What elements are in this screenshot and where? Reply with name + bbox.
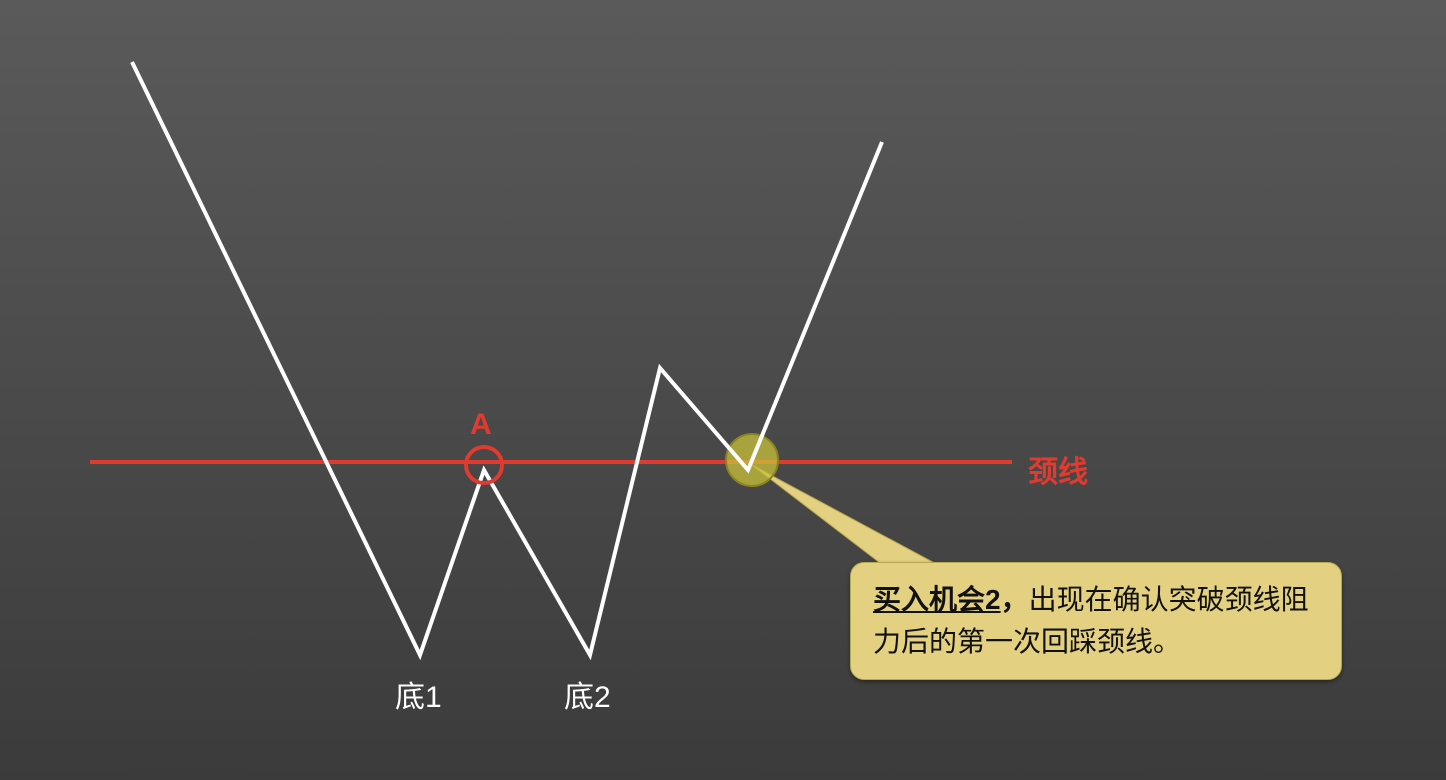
callout-title: 买入机会2: [873, 584, 1001, 615]
point-a-label: A: [470, 408, 492, 442]
buy-opportunity-callout: 买入机会2，出现在确认突破颈线阻力后的第一次回踩颈线。: [850, 562, 1342, 680]
bottom-2-label: 底2: [564, 672, 611, 716]
diagram-stage: A 颈线 底1 底2 买入机会2，出现在确认突破颈线阻力后的第一次回踩颈线。: [0, 0, 1446, 780]
bottom-1-label: 底1: [395, 672, 442, 716]
neckline-label: 颈线: [1028, 447, 1088, 491]
callout-comma: ，: [1001, 584, 1029, 615]
